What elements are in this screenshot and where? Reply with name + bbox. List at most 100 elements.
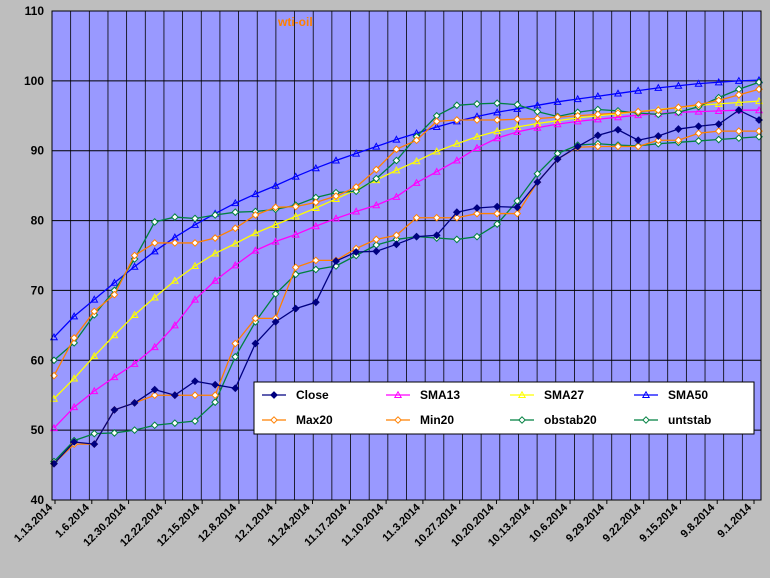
point-min20 <box>291 263 300 272</box>
legend-marker-obstab20 <box>518 416 526 424</box>
legend-box <box>253 381 755 435</box>
point-sma13 <box>533 123 542 131</box>
point-close <box>432 231 441 240</box>
legend-label-obstab20: obstab20 <box>544 413 597 427</box>
y-tick-label: 100 <box>24 74 44 88</box>
point-min20 <box>593 142 602 151</box>
point-sma50 <box>331 156 341 164</box>
point-sma50 <box>714 78 723 86</box>
legend-marker-min20 <box>394 416 402 424</box>
point-close <box>513 203 522 212</box>
legend-label-sma13: SMA13 <box>420 388 460 402</box>
point-sma27 <box>190 261 200 270</box>
point-untstab <box>231 352 240 361</box>
point-max20 <box>150 239 159 247</box>
point-max20 <box>432 117 441 126</box>
point-untstab <box>714 135 723 144</box>
point-max20 <box>654 106 663 115</box>
point-obstab20 <box>513 100 522 109</box>
point-close <box>573 142 582 151</box>
point-close <box>251 339 260 348</box>
point-sma50 <box>694 79 703 87</box>
x-tick-label: 9.29.2014 <box>564 501 608 545</box>
point-sma13 <box>553 119 562 128</box>
point-sma50 <box>372 142 381 150</box>
point-sma13 <box>432 167 441 175</box>
point-close <box>654 132 663 140</box>
point-max20 <box>191 239 199 247</box>
point-close <box>392 240 401 249</box>
point-sma27 <box>311 203 320 212</box>
point-max20 <box>593 110 602 119</box>
point-sma27 <box>271 220 280 228</box>
point-untstab <box>694 137 703 145</box>
point-sma27 <box>70 374 79 382</box>
point-close <box>90 440 99 449</box>
point-max20 <box>634 107 643 116</box>
x-tick-label: 9.22.2014 <box>601 501 645 545</box>
point-min20 <box>654 136 663 145</box>
point-sma27 <box>734 98 743 106</box>
point-obstab20 <box>473 100 481 108</box>
point-close <box>473 204 481 212</box>
point-max20 <box>170 239 179 247</box>
point-untstab <box>170 419 179 428</box>
point-sma27 <box>130 310 139 318</box>
point-sma50 <box>231 198 240 207</box>
point-close <box>593 131 602 140</box>
point-max20 <box>70 334 79 342</box>
point-sma13 <box>493 133 502 142</box>
point-sma27 <box>553 116 562 124</box>
point-untstab <box>271 290 280 298</box>
point-sma27 <box>231 239 240 247</box>
point-min20 <box>513 209 522 218</box>
point-sma27 <box>452 139 461 147</box>
point-close <box>694 122 703 131</box>
point-max20 <box>231 224 240 233</box>
legend-item-sma13: SMA13 <box>386 388 460 402</box>
point-min20 <box>452 213 461 222</box>
point-sma13 <box>190 295 200 303</box>
legend-marker-sma13 <box>393 390 403 399</box>
point-obstab20 <box>674 108 683 117</box>
point-obstab20 <box>352 187 361 196</box>
point-min20 <box>694 129 703 138</box>
legend-label-max20: Max20 <box>296 413 333 427</box>
legend-label-sma27: SMA27 <box>544 388 584 402</box>
point-sma13 <box>352 207 361 215</box>
y-tick-label: 110 <box>25 4 45 18</box>
point-sma50 <box>734 76 743 84</box>
x-tick-label: 1.13.2014 <box>12 501 56 545</box>
point-close <box>412 232 421 241</box>
point-close <box>533 178 542 187</box>
point-sma13 <box>573 117 582 125</box>
point-sma13 <box>714 106 723 114</box>
point-close <box>452 208 461 217</box>
series-layer <box>49 75 764 468</box>
point-min20 <box>412 213 421 222</box>
point-sma27 <box>392 166 401 174</box>
point-max20 <box>291 202 300 211</box>
point-sma13 <box>231 261 240 269</box>
point-close <box>674 125 683 133</box>
point-close <box>150 385 159 394</box>
legend-marker-max20 <box>270 416 278 424</box>
point-sma27 <box>432 147 441 155</box>
point-sma50 <box>392 135 401 143</box>
point-min20 <box>432 213 441 222</box>
point-close <box>614 125 622 134</box>
point-sma50 <box>251 189 260 198</box>
legend-item-close: Close <box>262 388 329 402</box>
point-sma27 <box>110 330 119 339</box>
point-sma13 <box>452 156 461 164</box>
chart-title: wti-oil <box>277 15 313 29</box>
point-sma27 <box>170 276 179 284</box>
point-close <box>170 391 179 400</box>
point-untstab <box>130 426 139 435</box>
point-max20 <box>251 211 260 219</box>
y-axis-ticks: 40 50 60 70 80 90 100 110 <box>24 4 44 507</box>
point-max20 <box>412 136 421 145</box>
legend-item-min20: Min20 <box>386 413 454 427</box>
point-untstab <box>311 265 320 274</box>
